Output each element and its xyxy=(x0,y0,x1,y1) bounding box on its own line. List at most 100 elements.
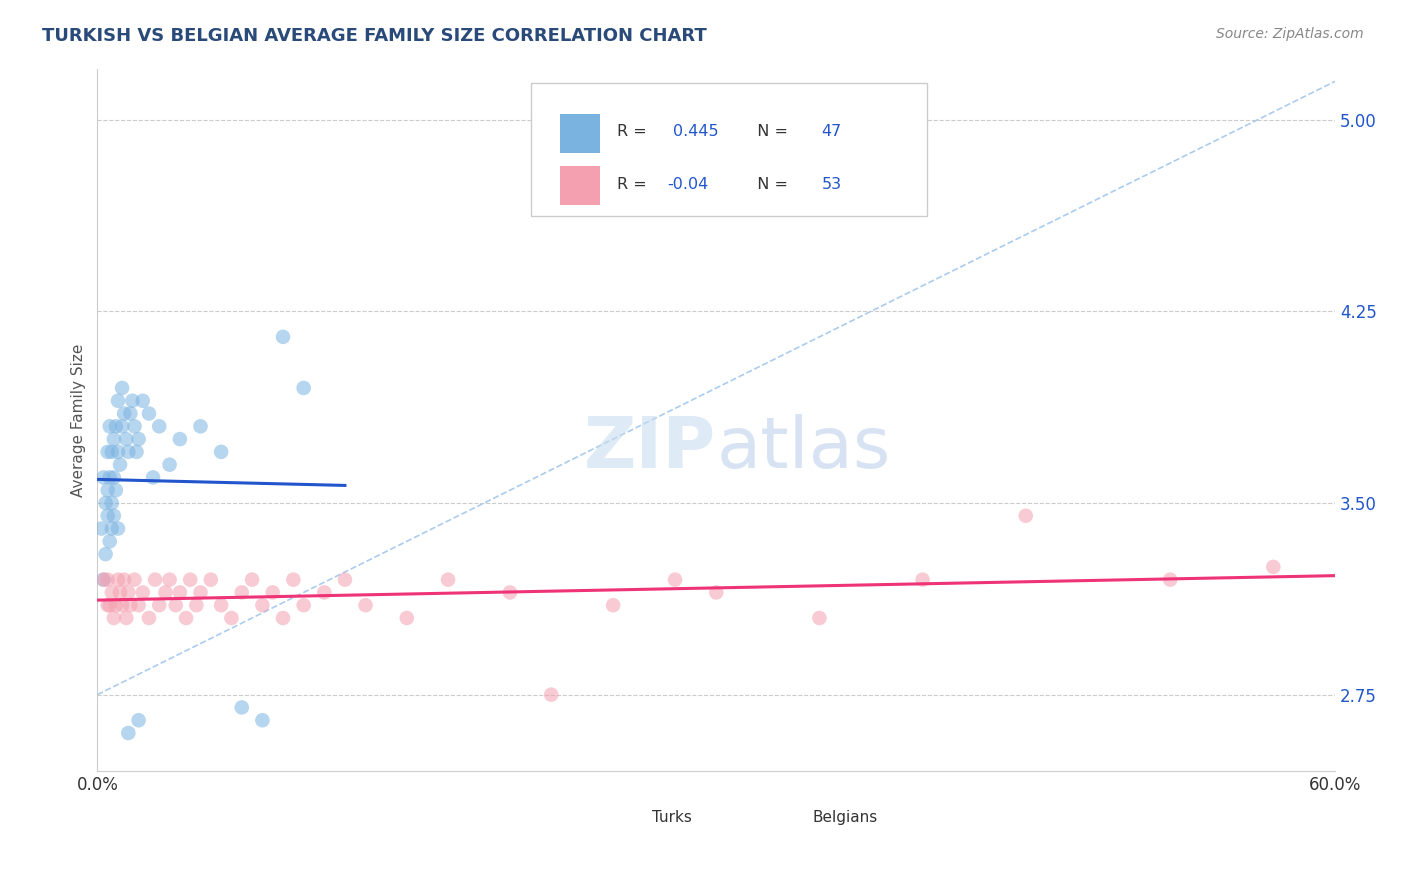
Text: N =: N = xyxy=(747,124,793,139)
Text: -0.04: -0.04 xyxy=(666,177,709,192)
Point xyxy=(98,534,121,549)
Point xyxy=(101,522,124,536)
Point xyxy=(1015,508,1038,523)
Point xyxy=(111,419,134,434)
Point xyxy=(101,445,124,459)
Point xyxy=(143,573,166,587)
Point xyxy=(354,598,377,612)
Point xyxy=(103,611,125,625)
Point xyxy=(132,585,155,599)
Point xyxy=(101,496,124,510)
Point xyxy=(240,573,263,587)
Point xyxy=(90,522,112,536)
FancyBboxPatch shape xyxy=(530,83,927,216)
Point xyxy=(103,470,125,484)
Point xyxy=(104,419,127,434)
Point xyxy=(165,598,187,612)
Point xyxy=(808,611,831,625)
Point xyxy=(911,573,934,587)
Point xyxy=(120,598,142,612)
Point xyxy=(138,611,160,625)
Point xyxy=(115,611,138,625)
Point xyxy=(314,585,336,599)
Point xyxy=(333,573,356,587)
Point xyxy=(190,585,212,599)
Point xyxy=(111,598,134,612)
Point xyxy=(209,445,232,459)
Point xyxy=(107,445,129,459)
Point xyxy=(271,330,294,344)
Point xyxy=(437,573,460,587)
Point xyxy=(664,573,686,587)
Point xyxy=(98,419,121,434)
Text: 47: 47 xyxy=(821,124,842,139)
Text: Belgians: Belgians xyxy=(813,810,879,824)
Point xyxy=(209,598,232,612)
Point xyxy=(221,611,243,625)
Point xyxy=(395,611,418,625)
Point xyxy=(103,508,125,523)
Point xyxy=(155,585,177,599)
Point xyxy=(125,445,148,459)
Text: 53: 53 xyxy=(821,177,842,192)
Point xyxy=(148,419,170,434)
Text: R =: R = xyxy=(617,124,657,139)
Point xyxy=(174,611,197,625)
Point xyxy=(148,598,170,612)
Point xyxy=(262,585,284,599)
FancyBboxPatch shape xyxy=(561,114,600,153)
Point xyxy=(101,585,124,599)
Point xyxy=(117,726,139,740)
Point xyxy=(97,598,120,612)
Point xyxy=(111,381,134,395)
Text: Turks: Turks xyxy=(652,810,692,824)
Point xyxy=(97,483,120,498)
Point xyxy=(283,573,305,587)
Point xyxy=(103,432,125,446)
Point xyxy=(120,407,142,421)
Point xyxy=(200,573,222,587)
Point xyxy=(117,445,139,459)
Point xyxy=(159,573,181,587)
Y-axis label: Average Family Size: Average Family Size xyxy=(72,343,86,497)
Text: TURKISH VS BELGIAN AVERAGE FAMILY SIZE CORRELATION CHART: TURKISH VS BELGIAN AVERAGE FAMILY SIZE C… xyxy=(42,27,707,45)
Point xyxy=(117,585,139,599)
FancyBboxPatch shape xyxy=(561,167,600,205)
Point xyxy=(231,700,253,714)
Point xyxy=(128,432,150,446)
Point xyxy=(231,585,253,599)
Point xyxy=(97,445,120,459)
Point xyxy=(104,483,127,498)
Point xyxy=(169,585,191,599)
Point xyxy=(93,470,115,484)
Point xyxy=(107,522,129,536)
Point xyxy=(179,573,201,587)
Point xyxy=(124,419,146,434)
Point xyxy=(252,598,274,612)
Point xyxy=(252,713,274,727)
Point xyxy=(271,611,294,625)
Point xyxy=(98,598,121,612)
Point xyxy=(292,381,315,395)
Text: R =: R = xyxy=(617,177,652,192)
Text: Source: ZipAtlas.com: Source: ZipAtlas.com xyxy=(1216,27,1364,41)
Point xyxy=(190,419,212,434)
Point xyxy=(292,598,315,612)
Point xyxy=(121,393,143,408)
Point xyxy=(97,508,120,523)
Point xyxy=(138,407,160,421)
Text: 0.445: 0.445 xyxy=(673,124,718,139)
Point xyxy=(1263,560,1285,574)
Point xyxy=(108,458,131,472)
Point xyxy=(112,407,135,421)
Point xyxy=(108,585,131,599)
Point xyxy=(107,573,129,587)
Point xyxy=(115,432,138,446)
Point xyxy=(186,598,208,612)
Point xyxy=(540,688,562,702)
Point xyxy=(1159,573,1181,587)
Point xyxy=(169,432,191,446)
Point xyxy=(499,585,522,599)
Point xyxy=(124,573,146,587)
Text: atlas: atlas xyxy=(716,414,890,483)
